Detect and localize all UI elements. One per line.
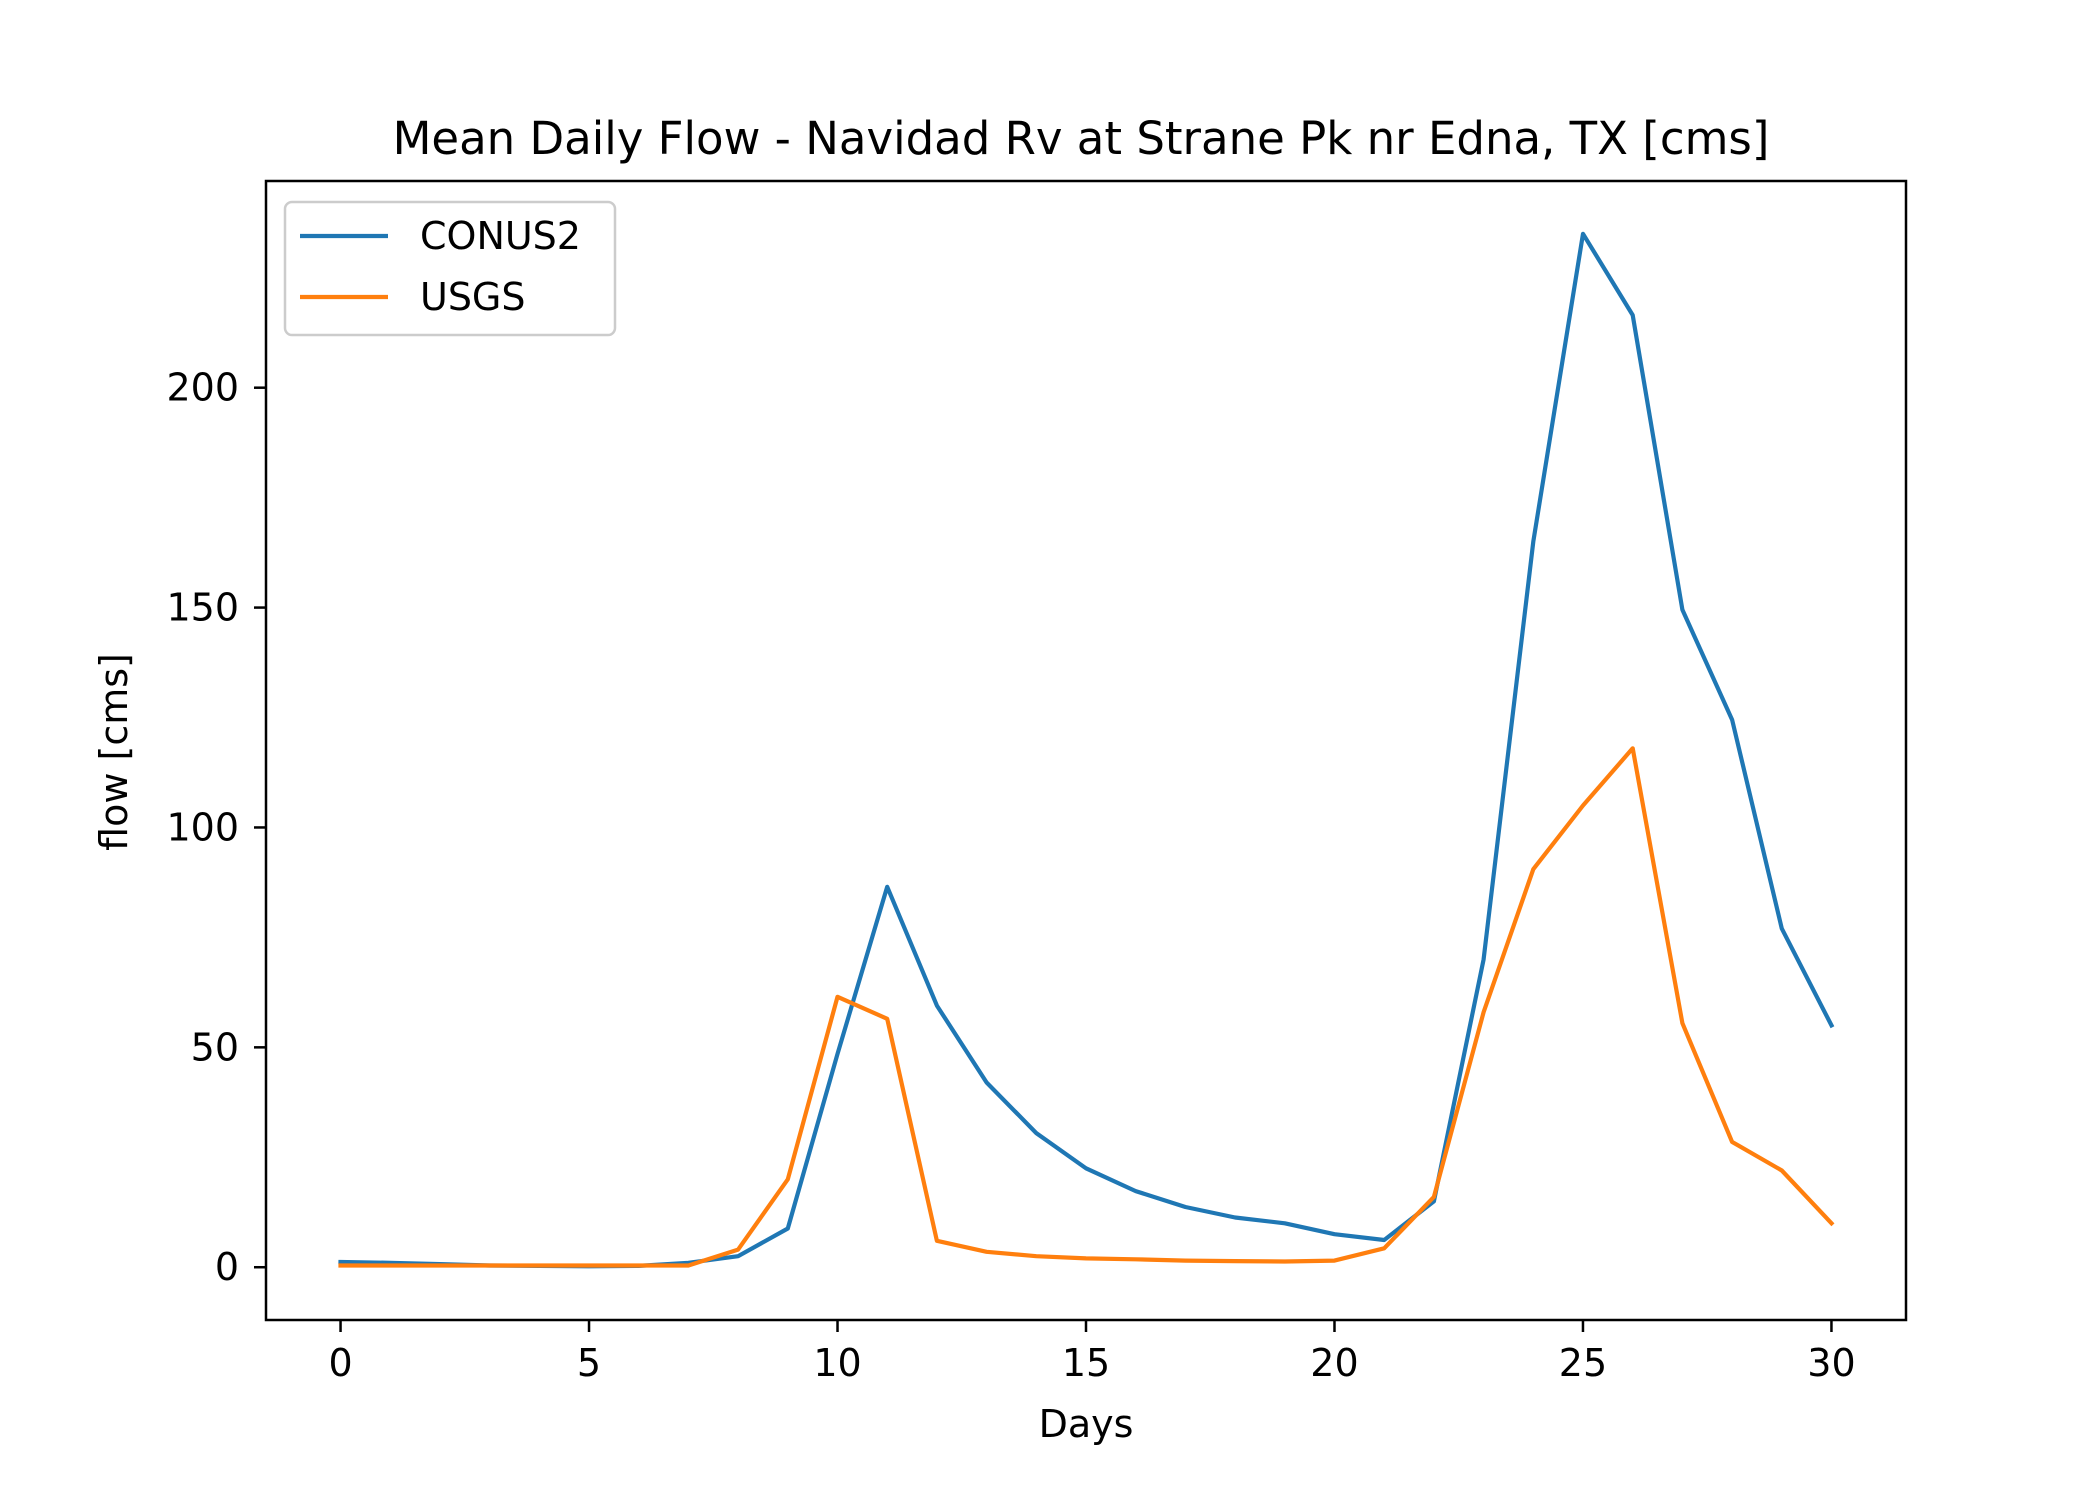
y-tick-label: 50 — [191, 1025, 239, 1069]
y-axis: 0 50 100 150 200 — [166, 366, 266, 1289]
chart-title: Mean Daily Flow - Navidad Rv at Strane P… — [393, 112, 1770, 165]
x-axis-label: Days — [1039, 1402, 1134, 1446]
y-tick-label: 150 — [166, 586, 239, 630]
x-axis: 0 5 10 15 20 25 30 — [328, 1320, 1856, 1385]
x-tick-label: 30 — [1807, 1341, 1855, 1385]
y-tick-label: 100 — [166, 805, 239, 849]
x-tick-label: 15 — [1062, 1341, 1110, 1385]
series-lines — [338, 231, 1835, 1269]
x-tick-label: 0 — [328, 1341, 352, 1385]
legend-label-usgs: USGS — [420, 275, 526, 319]
x-tick-label: 10 — [813, 1341, 861, 1385]
y-axis-label: flow [cms] — [92, 653, 136, 851]
legend: CONUS2 USGS — [283, 200, 617, 337]
plot-area — [266, 181, 1906, 1320]
x-tick-label: 5 — [577, 1341, 601, 1385]
y-tick-label: 0 — [215, 1245, 239, 1289]
x-tick-label: 20 — [1310, 1341, 1358, 1385]
series-line-usgs — [338, 746, 1835, 1268]
y-tick-label: 200 — [166, 366, 239, 410]
legend-entries: CONUS2 USGS — [300, 214, 581, 319]
legend-label-conus2: CONUS2 — [420, 214, 581, 258]
x-tick-label: 25 — [1559, 1341, 1607, 1385]
